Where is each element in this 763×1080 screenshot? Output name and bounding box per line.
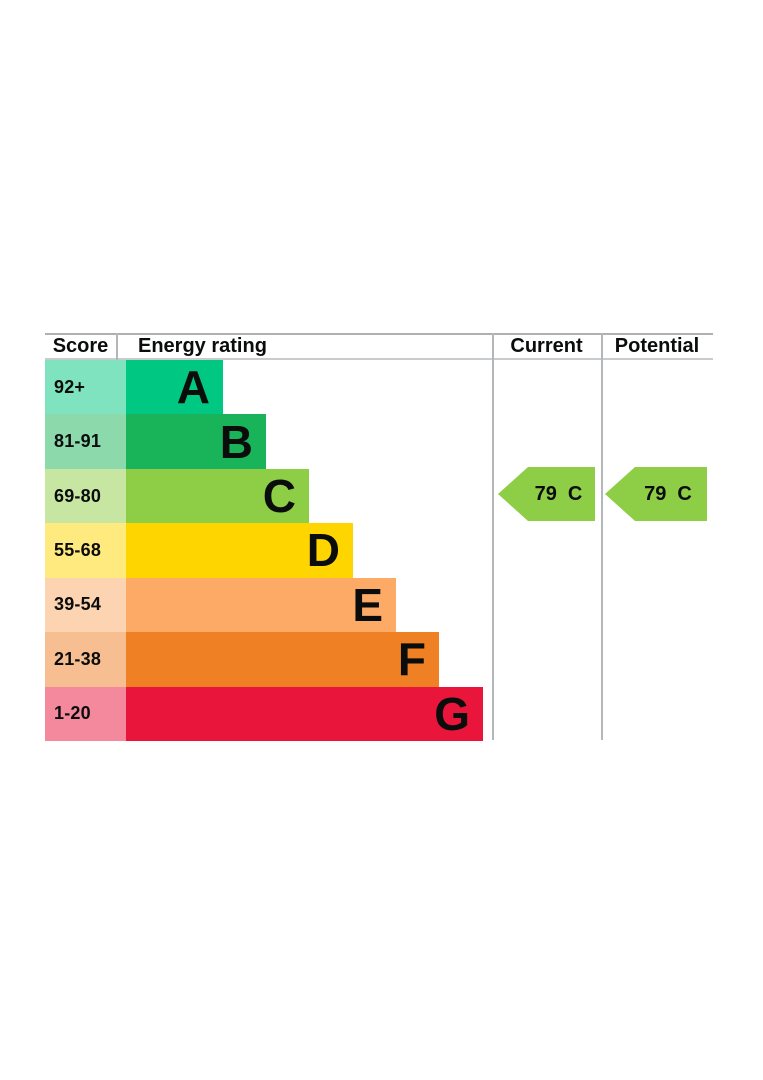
energy-band-bar-a: A: [126, 360, 223, 415]
divider-score-rating: [116, 333, 118, 360]
score-range-cell: 92+: [45, 360, 126, 415]
energy-band-bar-e: E: [126, 577, 396, 633]
current-rating-value: 79: [534, 482, 557, 505]
epc-energy-rating-chart: Score Energy rating Current Potential 92…: [45, 333, 713, 741]
energy-band-bar-d: D: [126, 523, 353, 578]
score-range-cell: 81-91: [45, 414, 126, 469]
potential-rating-arrow: 79 C: [605, 467, 707, 521]
divider-rating-current: [492, 333, 494, 740]
band-letter: E: [352, 578, 383, 631]
band-letter: D: [306, 524, 340, 577]
energy-band-row-d: 55-68 D: [45, 523, 713, 578]
band-letter: G: [434, 687, 470, 740]
score-range-cell: 69-80: [45, 468, 126, 524]
column-header-potential: Potential: [614, 335, 700, 357]
band-letter: C: [262, 470, 296, 523]
score-range-cell: 39-54: [45, 577, 126, 633]
energy-band-bar-f: F: [126, 632, 439, 687]
energy-band-row-c: 69-80 C: [45, 468, 713, 524]
energy-band-row-e: 39-54 E: [45, 577, 713, 633]
divider-current-potential: [601, 333, 603, 740]
energy-band-bar-b: B: [126, 414, 266, 469]
score-range-cell: 21-38: [45, 632, 126, 687]
score-range-cell: 1-20: [45, 686, 126, 741]
score-range-cell: 55-68: [45, 523, 126, 578]
energy-band-row-g: 1-20 G: [45, 686, 713, 741]
energy-bands: 92+ A 81-91 B 69-80 C 55-68 D 39-54 E 21-38 F 1-20 G: [45, 360, 713, 741]
energy-band-bar-g: G: [126, 686, 483, 741]
band-letter: F: [397, 633, 426, 686]
header-underline: [45, 358, 713, 360]
band-letter: B: [219, 415, 253, 468]
column-header-energy-rating: Energy rating: [138, 335, 267, 357]
potential-rating-band: C: [677, 482, 692, 505]
energy-band-row-f: 21-38 F: [45, 632, 713, 687]
column-header-current: Current: [510, 335, 583, 357]
column-header-score: Score: [52, 335, 109, 357]
current-rating-band: C: [567, 482, 583, 505]
band-letter: A: [176, 361, 210, 414]
energy-band-row-b: 81-91 B: [45, 414, 713, 469]
energy-band-row-a: 92+ A: [45, 360, 713, 415]
table-top-border: [45, 333, 713, 335]
energy-band-bar-c: C: [126, 468, 309, 524]
potential-rating-value: 79: [644, 482, 667, 505]
